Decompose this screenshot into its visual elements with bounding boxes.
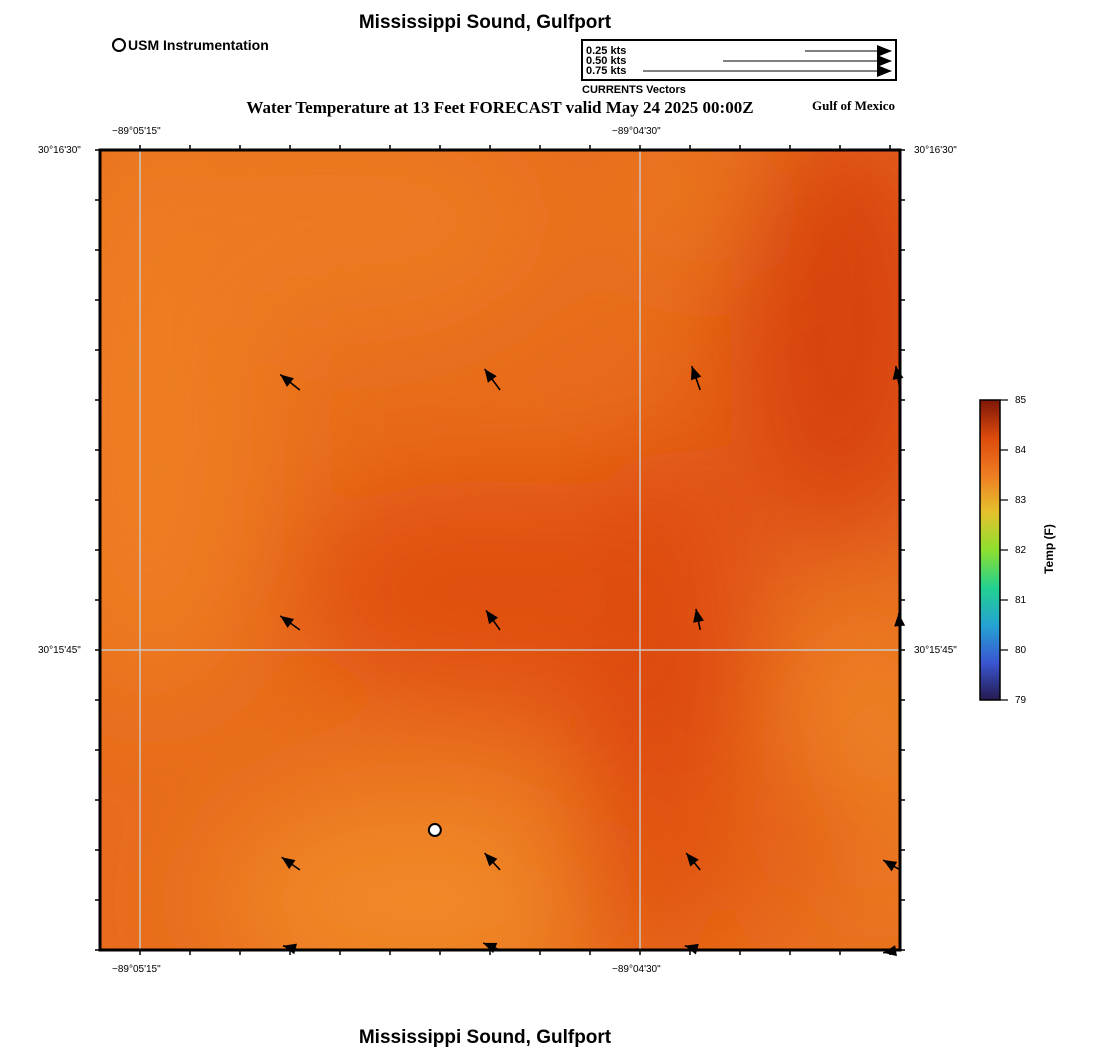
current-vector-arrow — [281, 856, 301, 871]
vector-legend: 0.25 kts 0.50 kts 0.75 kts — [581, 39, 897, 81]
lon-tick-top-1: −89°05'15" — [112, 126, 161, 137]
colorbar-tick-83: 83 — [1015, 495, 1027, 506]
current-vector-arrow — [485, 609, 501, 631]
current-vector-arrow — [693, 608, 704, 631]
footer-title: Mississippi Sound, Gulfport — [358, 1027, 612, 1048]
lat-tick-left-2: 30°15'45" — [38, 645, 81, 656]
current-vector-arrow — [484, 852, 501, 871]
vector-legend-caption: CURRENTS Vectors — [582, 84, 686, 96]
map-subtitle: Water Temperature at 13 Feet FORECAST va… — [246, 98, 754, 117]
colorbar-tick-82: 82 — [1015, 545, 1027, 556]
station-legend-label: USM Instrumentation — [128, 37, 269, 53]
colorbar-tick-80: 80 — [1015, 645, 1027, 656]
current-vector-arrow — [894, 613, 906, 630]
map-title: Mississippi Sound, Gulfport — [358, 12, 612, 33]
current-vector-arrow — [685, 852, 701, 871]
lon-tick-top-2: −89°04'30" — [612, 126, 661, 137]
lon-tick-bottom-1: −89°05'15" — [112, 964, 161, 975]
vector-legend-arrows — [643, 45, 892, 77]
map-grid — [100, 150, 900, 950]
station-marker-icon — [112, 38, 126, 52]
vector-legend-arrow-2 — [723, 55, 892, 67]
colorbar-tick-81: 81 — [1015, 595, 1027, 606]
colorbar-title: Temp (F) — [1042, 524, 1056, 574]
lat-tick-left-1: 30°16'30" — [38, 145, 81, 156]
colorbar-tick-85: 85 — [1015, 395, 1027, 406]
current-vector-arrow — [482, 942, 501, 954]
lat-tick-right-2: 30°15'45" — [914, 645, 957, 656]
vector-legend-entry-2: 0.50 kts — [586, 55, 627, 67]
current-vector-arrow — [883, 945, 901, 957]
region-label: Gulf of Mexico — [812, 98, 896, 113]
colorbar-tick-84: 84 — [1015, 445, 1027, 456]
current-vectors — [279, 365, 906, 957]
station-legend: USM Instrumentation — [112, 37, 269, 53]
lon-tick-bottom-2: −89°04'30" — [612, 964, 661, 975]
map-frame-ticks — [95, 145, 905, 955]
lat-tick-right-1: 30°16'30" — [914, 145, 957, 156]
colorbar — [979, 399, 1001, 701]
vector-legend-arrow-1 — [805, 45, 892, 57]
colorbar-ticks — [1000, 399, 1008, 701]
usm-station-marker[interactable] — [427, 823, 442, 838]
current-vector-arrow — [279, 373, 301, 391]
vector-legend-arrow-3 — [643, 65, 892, 77]
current-vector-arrow — [684, 943, 701, 955]
current-vector-arrow — [279, 615, 301, 631]
colorbar-tick-79: 79 — [1015, 695, 1027, 706]
vector-legend-entry-1: 0.25 kts — [586, 45, 627, 57]
current-vector-arrow — [690, 365, 702, 391]
temperature-field — [100, 150, 900, 950]
current-vector-arrow — [483, 368, 501, 391]
current-vector-arrow — [892, 366, 904, 391]
vector-legend-entry-3: 0.75 kts — [586, 65, 627, 77]
current-vector-arrow — [882, 859, 901, 872]
current-vector-arrow — [282, 943, 301, 955]
